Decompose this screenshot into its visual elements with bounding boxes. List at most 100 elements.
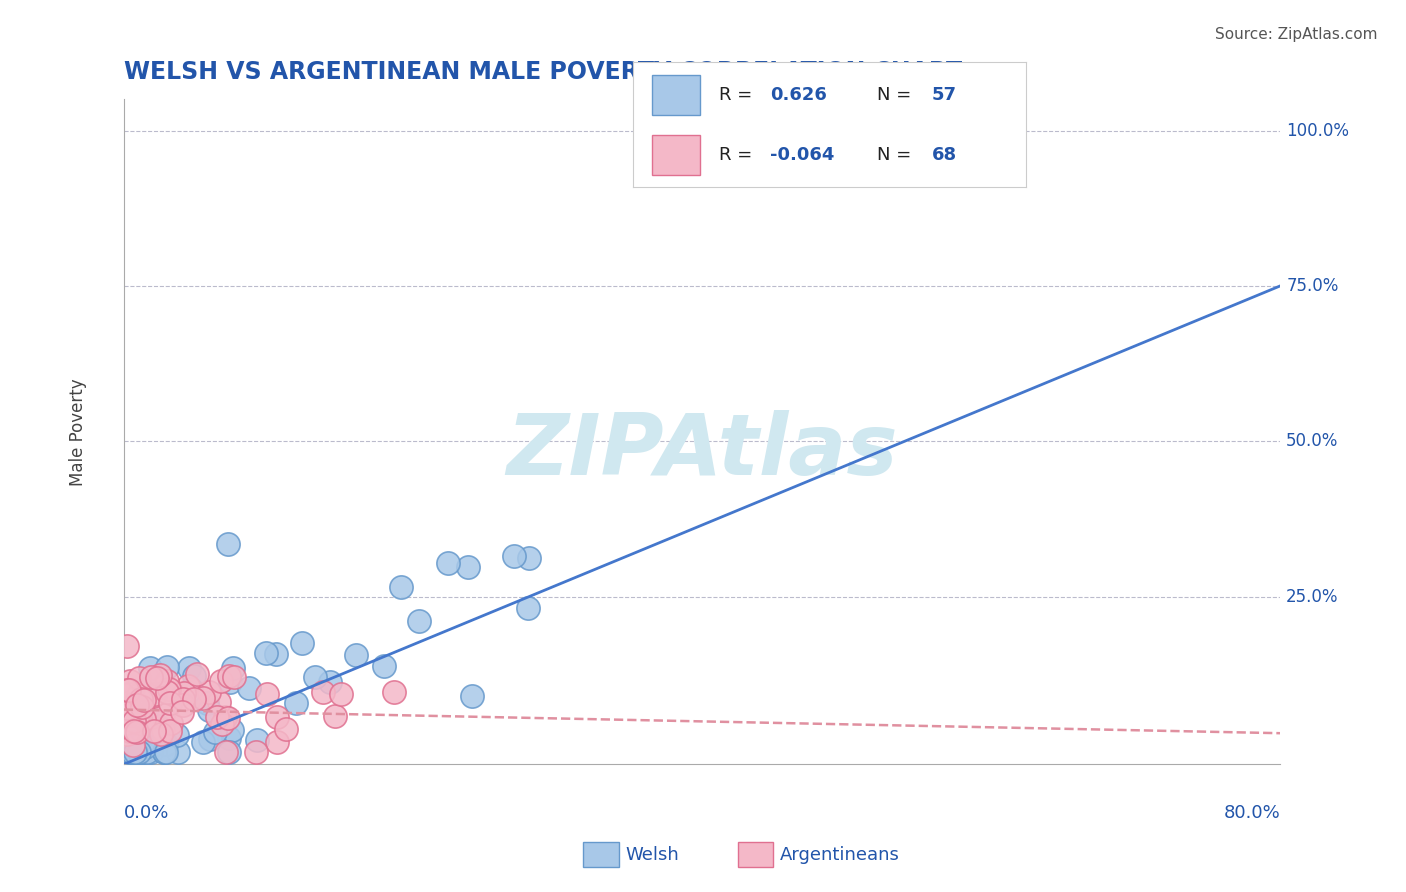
Point <box>156 684 179 698</box>
Point <box>329 686 352 700</box>
Point <box>408 614 430 628</box>
Point <box>117 707 139 722</box>
Text: 57: 57 <box>932 86 957 103</box>
Point <box>172 698 194 712</box>
Point <box>183 692 205 706</box>
Point <box>134 739 156 754</box>
Point <box>143 687 166 701</box>
Point <box>136 702 159 716</box>
Point <box>141 745 163 759</box>
Point <box>197 703 219 717</box>
Point <box>141 710 163 724</box>
Point <box>128 745 150 759</box>
Point <box>150 727 173 741</box>
Point <box>285 697 308 711</box>
Point <box>118 745 141 759</box>
Point <box>319 675 342 690</box>
Point <box>180 681 202 696</box>
Point <box>222 661 245 675</box>
Point <box>134 704 156 718</box>
Point <box>219 674 242 689</box>
Point <box>127 688 149 702</box>
Point <box>218 745 240 759</box>
Text: N =: N = <box>877 86 911 103</box>
Point <box>217 711 239 725</box>
Point <box>195 696 218 710</box>
Point <box>136 745 159 759</box>
Text: Male Poverty: Male Poverty <box>69 378 87 485</box>
Text: 68: 68 <box>932 146 957 164</box>
Point <box>131 699 153 714</box>
Point <box>198 731 221 746</box>
Point <box>142 689 165 703</box>
Point <box>128 671 150 685</box>
Point <box>124 714 146 728</box>
Text: R =: R = <box>720 86 752 103</box>
Point <box>127 698 149 713</box>
Point <box>222 670 245 684</box>
Point <box>172 705 194 719</box>
FancyBboxPatch shape <box>652 135 700 175</box>
Text: N =: N = <box>877 146 911 164</box>
Point <box>245 745 267 759</box>
Point <box>118 673 141 688</box>
Point <box>157 681 180 696</box>
Point <box>159 724 181 739</box>
Text: Source: ZipAtlas.com: Source: ZipAtlas.com <box>1215 27 1378 42</box>
Point <box>211 716 233 731</box>
Point <box>167 745 190 759</box>
Point <box>214 745 236 759</box>
Point <box>125 725 148 739</box>
Point <box>124 745 146 759</box>
Point <box>461 689 484 703</box>
Point <box>121 745 143 759</box>
Point <box>274 722 297 736</box>
Point <box>179 661 201 675</box>
Point <box>304 670 326 684</box>
Point <box>155 738 177 752</box>
Text: R =: R = <box>720 146 752 164</box>
FancyBboxPatch shape <box>652 75 700 115</box>
Point <box>183 669 205 683</box>
Text: ZIPAtlas: ZIPAtlas <box>506 410 898 493</box>
Point <box>204 724 226 739</box>
Point <box>143 724 166 739</box>
Point <box>121 738 143 752</box>
Text: 80.0%: 80.0% <box>1223 805 1281 822</box>
Point <box>373 658 395 673</box>
Point <box>152 707 174 722</box>
Point <box>115 639 138 653</box>
Point <box>516 601 538 615</box>
Point <box>117 683 139 698</box>
Point <box>127 708 149 723</box>
Point <box>186 667 208 681</box>
Point <box>197 685 219 699</box>
Point <box>129 723 152 738</box>
Text: 0.0%: 0.0% <box>124 805 169 822</box>
Point <box>221 723 243 737</box>
Point <box>218 669 240 683</box>
Point <box>437 556 460 570</box>
Point <box>159 715 181 730</box>
Text: 75.0%: 75.0% <box>1286 277 1339 295</box>
Point <box>391 580 413 594</box>
Point <box>156 660 179 674</box>
Point <box>346 648 368 663</box>
Point <box>502 549 524 563</box>
Point <box>152 723 174 738</box>
Point <box>132 745 155 759</box>
Point <box>118 724 141 739</box>
Point <box>115 704 138 718</box>
Point <box>156 674 179 689</box>
Point <box>173 686 195 700</box>
Point <box>132 693 155 707</box>
Point <box>191 735 214 749</box>
Point <box>117 718 139 732</box>
Text: 50.0%: 50.0% <box>1286 432 1339 450</box>
Point <box>120 745 142 759</box>
Point <box>266 735 288 749</box>
Point <box>138 660 160 674</box>
Point <box>193 690 215 705</box>
Point <box>152 745 174 759</box>
Point <box>145 672 167 686</box>
